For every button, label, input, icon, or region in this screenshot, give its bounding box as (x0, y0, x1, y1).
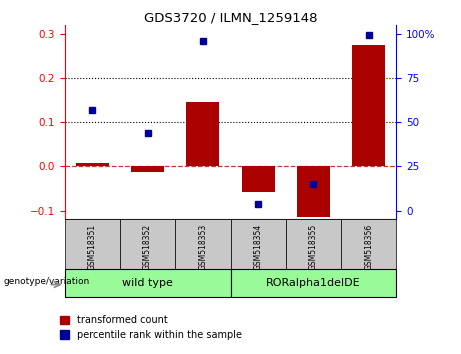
Bar (186, 102, 219, 166)
Bar (297, 166, 330, 217)
Bar (230, 219, 286, 269)
Title: GDS3720 / ILMN_1259148: GDS3720 / ILMN_1259148 (144, 11, 317, 24)
Bar (65, 219, 120, 269)
Bar (76, 163, 109, 166)
Bar (120, 219, 175, 269)
Bar (175, 219, 230, 269)
Text: wild type: wild type (122, 278, 173, 288)
Text: GSM518352: GSM518352 (143, 223, 152, 269)
Legend: transformed count, percentile rank within the sample: transformed count, percentile rank withi… (60, 315, 242, 340)
Bar (65, 269, 230, 297)
Bar (242, 166, 275, 192)
Text: GSM518354: GSM518354 (254, 223, 263, 270)
Bar (286, 219, 341, 269)
Bar (341, 219, 396, 269)
Text: GSM518351: GSM518351 (88, 223, 97, 269)
Text: genotype/variation: genotype/variation (3, 277, 89, 286)
Text: GSM518356: GSM518356 (364, 223, 373, 270)
Bar (131, 166, 164, 172)
Text: GSM518353: GSM518353 (198, 223, 207, 270)
Bar (352, 45, 385, 166)
Text: RORalpha1delDE: RORalpha1delDE (266, 278, 361, 288)
Bar (230, 269, 396, 297)
Text: GSM518355: GSM518355 (309, 223, 318, 270)
